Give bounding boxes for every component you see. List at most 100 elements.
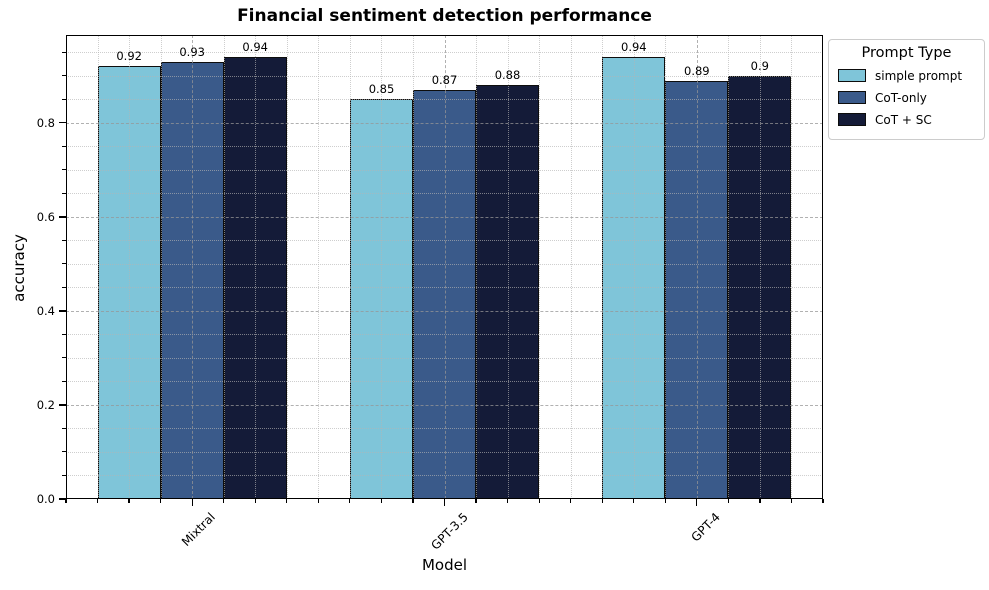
bar-value-label: 0.94 (621, 40, 647, 55)
chart-title: Financial sentiment detection performanc… (237, 6, 652, 26)
bar-value-label: 0.89 (684, 63, 710, 78)
y-minor-tick (62, 145, 66, 147)
y-minor-tick (62, 286, 66, 288)
x-axis-label: Model (421, 556, 468, 574)
gridline-v-minor (97, 35, 99, 499)
legend-title: Prompt Type (861, 45, 952, 61)
gridline-v-minor (255, 35, 257, 499)
legend-swatch-icon (838, 113, 866, 126)
gridline-v-minor (223, 35, 225, 499)
x-minor-tick (380, 499, 382, 503)
y-minor-tick (62, 333, 66, 335)
x-tick-label-gpt-3-5: GPT-3.5 (427, 510, 471, 553)
x-minor-tick (633, 499, 635, 503)
gridline-v-minor (160, 35, 162, 499)
y-minor-tick (62, 51, 66, 53)
y-minor-tick (62, 169, 66, 171)
x-minor-tick (317, 499, 319, 503)
x-minor-tick (475, 499, 477, 503)
legend-swatch-icon (838, 91, 866, 104)
x-minor-tick (412, 499, 414, 503)
gridline-v-minor (412, 35, 414, 499)
legend-swatch-icon (838, 69, 866, 82)
legend: Prompt Type simple prompt CoT-only CoT + S… (828, 39, 985, 140)
plot-area: 0.92 0.93 0.94 0.85 0.87 0.88 0.94 0.89 0.9 (66, 35, 823, 499)
gridline-v-minor (286, 35, 288, 499)
legend-entries: simple prompt CoT-only CoT + SC (838, 66, 975, 129)
y-major-tick (59, 310, 66, 312)
legend-entry-simple-prompt: simple prompt (838, 66, 975, 85)
y-minor-tick (62, 357, 66, 359)
gridline-v-minor (129, 35, 131, 499)
x-minor-tick (790, 499, 793, 503)
x-minor-tick (570, 499, 572, 503)
gridline-v-minor (349, 35, 351, 499)
x-minor-tick (538, 499, 540, 503)
x-minor-tick (223, 499, 225, 503)
gridline-v-minor (507, 35, 509, 499)
x-minor-tick (160, 499, 162, 503)
legend-entry-label: CoT-only (875, 90, 927, 105)
bar-value-label: 0.9 (750, 58, 769, 73)
x-minor-tick (506, 499, 509, 503)
bar-value-label: 0.94 (242, 40, 268, 55)
bar-value-label: 0.88 (494, 68, 521, 83)
x-minor-tick (664, 499, 666, 503)
x-major-tick (191, 499, 193, 506)
y-major-tick (59, 122, 66, 124)
y-minor-tick (62, 75, 66, 77)
y-major-tick (59, 404, 66, 406)
bar-value-label: 0.93 (179, 44, 205, 59)
x-major-tick (696, 499, 698, 506)
bar-value-label: 0.85 (368, 82, 395, 97)
x-minor-tick (759, 499, 761, 503)
bar-gpt-3-5-cot-sc (476, 85, 539, 499)
gridline-v-minor (602, 35, 604, 499)
y-tick-label: 0.2 (36, 397, 55, 412)
y-tick-label: 0.4 (36, 303, 55, 318)
x-tick-label-gpt-4: GPT-4 (688, 510, 723, 545)
legend-entry-label: simple prompt (875, 68, 963, 83)
bar-mixtral-cot-sc (223, 57, 287, 499)
y-tick-label: 0.8 (36, 115, 55, 130)
x-minor-tick (128, 499, 130, 503)
y-axis-label: accuracy (10, 234, 28, 302)
gridline-v-minor (759, 35, 761, 499)
gridline-v-minor (381, 35, 383, 499)
x-minor-tick (822, 499, 824, 503)
gridline-v-minor (728, 35, 730, 499)
legend-entry-label: CoT + SC (875, 112, 932, 127)
bar-value-label: 0.92 (116, 49, 142, 64)
y-minor-tick (62, 192, 66, 194)
y-major-tick (59, 216, 66, 218)
gridline-v-minor (570, 35, 572, 499)
gridline-v-minor (476, 35, 478, 499)
y-minor-tick (62, 451, 66, 453)
x-tick-label-mixtral: Mixtral (179, 510, 219, 549)
gridline-v-minor (539, 35, 541, 499)
x-minor-tick (254, 499, 256, 503)
x-minor-tick (601, 499, 603, 503)
gridline-v-major (696, 35, 698, 499)
x-minor-tick (286, 499, 288, 503)
legend-entry-cot-only: CoT-only (838, 88, 975, 107)
x-major-tick (443, 499, 446, 506)
x-minor-tick (727, 499, 729, 503)
gridline-v-minor (791, 35, 793, 499)
gridline-v-minor (665, 35, 667, 499)
gridline-v-minor (633, 35, 635, 499)
y-minor-tick (62, 427, 66, 429)
y-minor-tick (62, 380, 66, 382)
x-minor-tick (65, 499, 67, 503)
bar-value-label: 0.87 (431, 73, 458, 87)
y-major-tick (59, 498, 66, 500)
gridline-v-major (192, 35, 194, 499)
x-minor-tick (96, 499, 99, 503)
gridline-v-minor (318, 35, 320, 499)
y-minor-tick (62, 98, 66, 100)
y-tick-label: 0.0 (36, 492, 55, 506)
y-minor-tick (62, 239, 66, 241)
y-minor-tick (62, 474, 66, 476)
legend-entry-cot-sc: CoT + SC (838, 110, 975, 129)
